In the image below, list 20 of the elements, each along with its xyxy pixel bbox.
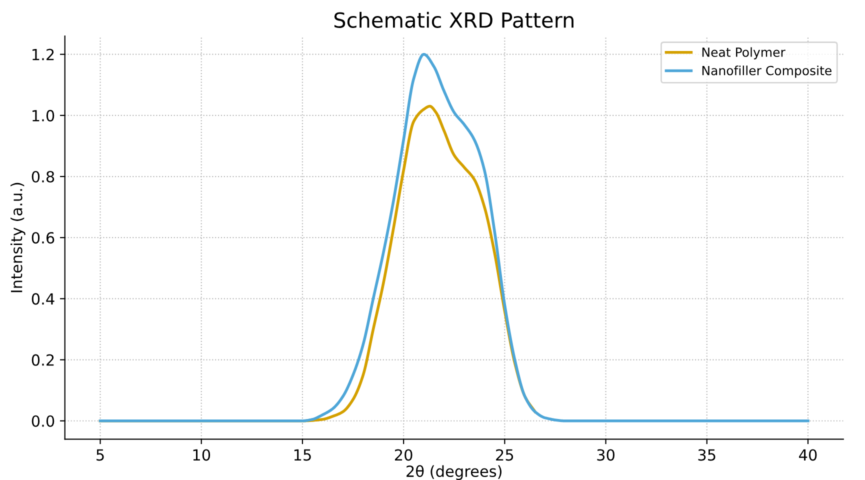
chart-title: Schematic XRD Pattern — [334, 12, 574, 28]
y-tick-label: 0.4 — [32, 293, 54, 305]
x-tick-label: 35 — [698, 449, 716, 461]
x-tick-label: 5 — [96, 449, 104, 461]
y-tick-label: 0.2 — [32, 354, 54, 366]
x-tick-label: 25 — [496, 449, 514, 461]
y-tick-label: 0.6 — [32, 232, 54, 244]
x-tick-label: 30 — [597, 449, 614, 461]
x-tick-label: 10 — [193, 449, 210, 461]
y-axis-title: Intensity (a.u.) — [10, 182, 26, 292]
x-tick-label: 15 — [294, 449, 311, 461]
legend-label: Nanofiller Composite — [702, 66, 832, 78]
x-axis-title: 2θ (degrees) — [406, 465, 502, 480]
legend-label: Neat Polymer — [702, 47, 786, 60]
y-tick-label: 0.8 — [32, 170, 54, 183]
y-tick-label: 1.2 — [32, 48, 54, 60]
y-tick-label: 0.0 — [32, 415, 54, 427]
x-tick-label: 20 — [394, 449, 412, 461]
y-tick-label: 1.0 — [32, 110, 54, 122]
x-tick-label: 40 — [799, 449, 817, 461]
